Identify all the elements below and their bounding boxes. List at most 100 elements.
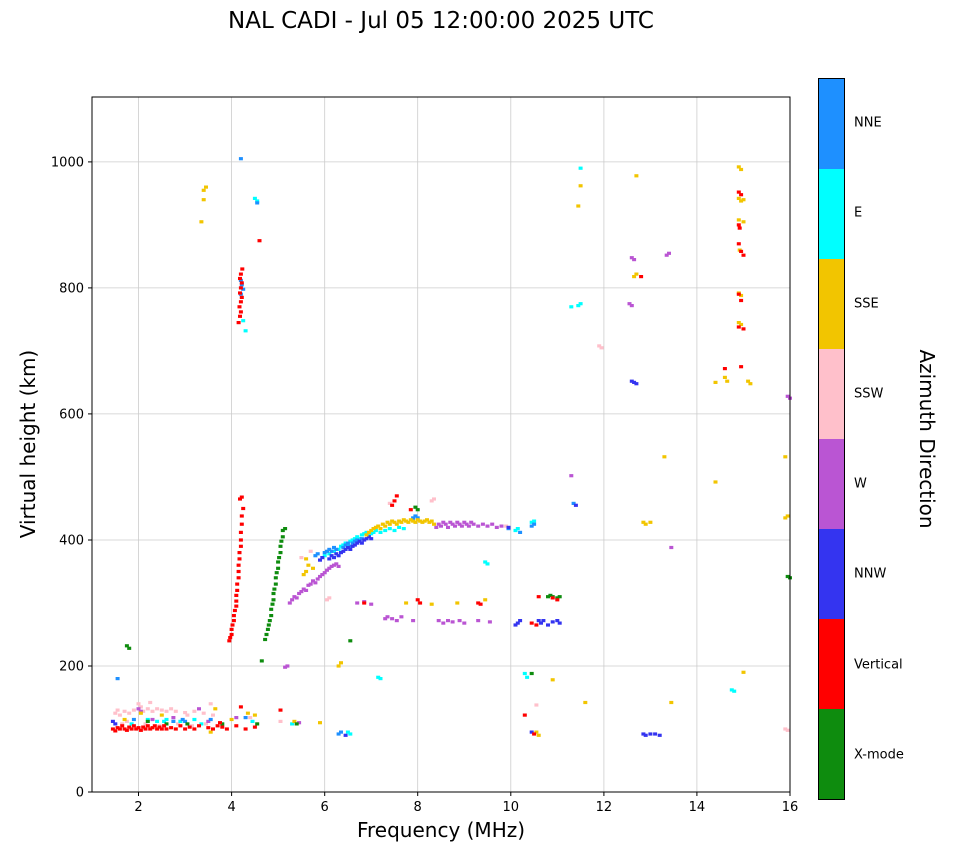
data-point — [192, 717, 197, 722]
data-point — [469, 520, 474, 524]
data-point — [138, 711, 143, 715]
data-point — [178, 719, 183, 723]
x-tick-label: 2 — [134, 800, 142, 815]
data-point — [339, 544, 343, 548]
data-point — [341, 549, 346, 553]
data-point — [115, 708, 120, 712]
data-point — [269, 614, 274, 618]
data-point — [127, 725, 132, 729]
data-point — [201, 198, 206, 202]
data-point — [206, 726, 211, 730]
data-point — [129, 727, 134, 731]
data-point — [283, 527, 288, 531]
data-point — [255, 199, 260, 203]
data-point — [434, 525, 439, 529]
data-point — [241, 319, 246, 323]
series-W — [136, 251, 792, 725]
data-point — [236, 321, 241, 325]
data-point — [120, 724, 125, 728]
data-point — [529, 524, 534, 528]
data-point — [415, 516, 420, 520]
data-point — [159, 708, 164, 712]
data-point — [290, 722, 295, 726]
data-point — [229, 717, 234, 722]
data-point — [318, 721, 322, 725]
data-point — [385, 520, 390, 524]
data-point — [450, 620, 455, 624]
data-point — [739, 193, 744, 197]
data-point — [401, 527, 406, 531]
y-tick-label: 400 — [59, 534, 84, 549]
data-point — [208, 702, 213, 706]
data-point — [529, 730, 534, 734]
data-point — [301, 573, 306, 577]
data-point — [187, 725, 192, 729]
data-point — [192, 727, 197, 731]
data-point — [243, 727, 248, 731]
data-point — [327, 557, 332, 561]
data-point — [150, 717, 155, 722]
data-point — [155, 727, 160, 731]
data-point — [345, 543, 350, 547]
data-point — [238, 278, 243, 282]
data-point — [736, 325, 741, 329]
data-point — [148, 700, 153, 705]
data-point — [364, 533, 369, 537]
series-X-mode — [124, 505, 792, 726]
series-NNE — [115, 157, 576, 736]
data-point — [267, 619, 272, 623]
data-point — [411, 516, 416, 520]
data-point — [404, 601, 409, 605]
data-point — [234, 599, 239, 603]
data-point — [164, 717, 169, 722]
data-point — [415, 598, 420, 602]
data-point — [518, 530, 523, 534]
data-point — [173, 709, 178, 713]
data-point — [404, 519, 409, 523]
data-point — [150, 726, 155, 730]
data-point — [371, 530, 376, 534]
data-point — [741, 220, 746, 224]
data-point — [413, 520, 418, 524]
data-point — [180, 717, 185, 722]
data-point — [345, 545, 350, 550]
data-point — [485, 524, 490, 528]
data-point — [459, 524, 464, 528]
data-point — [471, 522, 476, 526]
data-point — [532, 522, 537, 526]
data-point — [415, 518, 420, 522]
data-point — [230, 623, 235, 627]
data-point — [371, 527, 376, 531]
data-point — [422, 519, 427, 523]
data-point — [669, 700, 674, 705]
colorbar-segment-ssw — [819, 349, 844, 439]
data-point — [783, 727, 788, 731]
data-point — [525, 675, 530, 679]
data-point — [399, 520, 404, 524]
data-point — [432, 522, 436, 526]
data-point — [739, 365, 744, 369]
data-point — [785, 394, 790, 398]
data-point — [376, 675, 381, 679]
series-SSW — [113, 344, 790, 732]
data-point — [318, 558, 322, 562]
data-point — [641, 732, 646, 736]
data-point — [241, 506, 246, 511]
data-point — [248, 716, 253, 720]
data-point — [506, 525, 511, 529]
data-point — [357, 537, 362, 541]
data-point — [273, 582, 278, 586]
colorbar-label-nne: NNE — [854, 115, 882, 131]
colorbar-label-x-mode: X-mode — [854, 747, 904, 763]
data-point — [362, 532, 367, 536]
data-point — [136, 702, 141, 706]
data-point — [334, 552, 339, 556]
data-point — [283, 665, 288, 669]
data-point — [359, 537, 364, 541]
data-point — [185, 713, 190, 717]
data-point — [343, 543, 348, 547]
data-point — [350, 538, 355, 542]
series-E — [129, 166, 737, 736]
data-point — [513, 528, 518, 533]
